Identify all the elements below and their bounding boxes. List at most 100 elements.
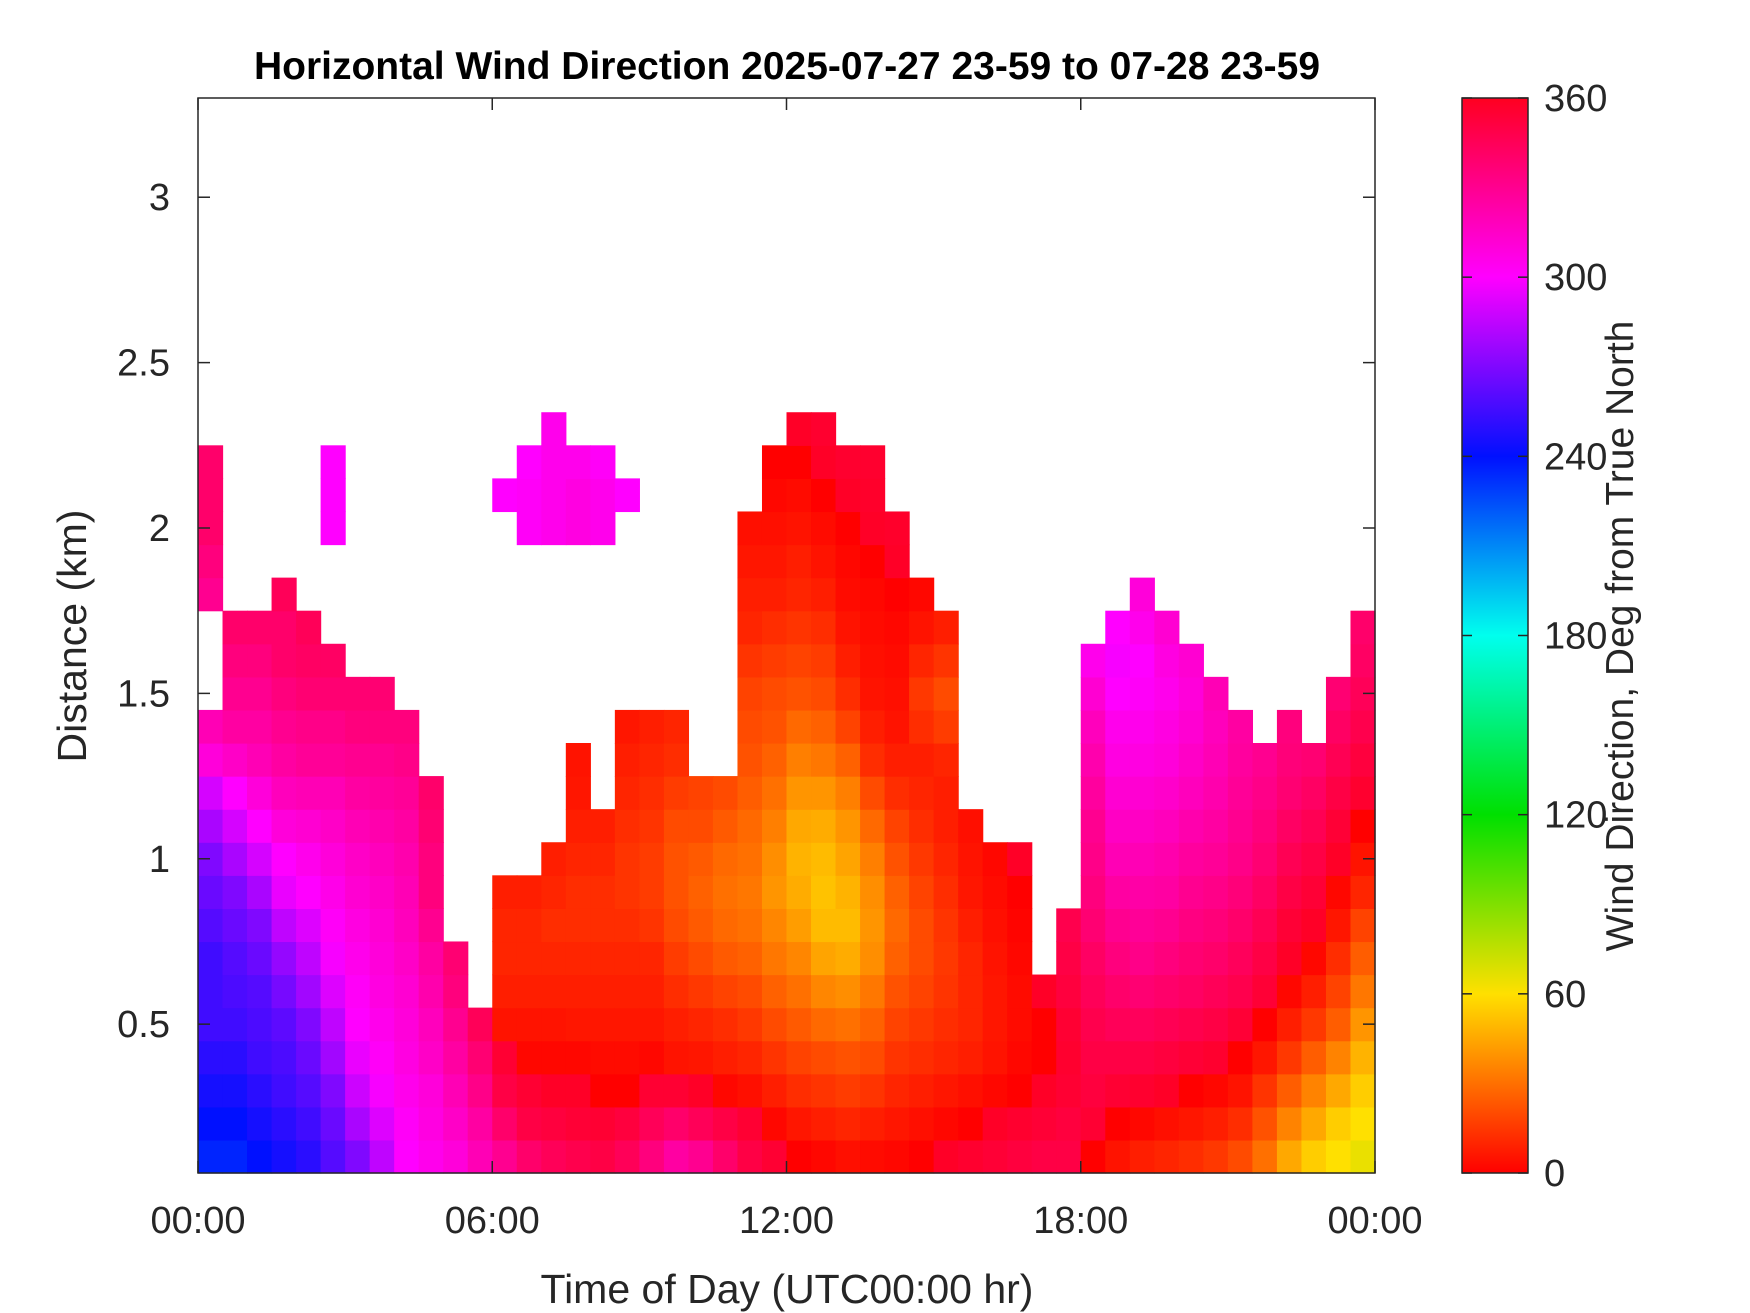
heatmap-cell (492, 1139, 518, 1174)
heatmap-cell (1154, 809, 1180, 843)
heatmap-cell (639, 776, 665, 810)
heatmap-cell (958, 842, 984, 876)
heatmap-cell (835, 478, 861, 513)
heatmap-cell (1227, 1139, 1253, 1174)
heatmap-cell (1178, 676, 1204, 711)
heatmap-cell (1350, 776, 1376, 810)
heatmap-cell (663, 1007, 690, 1042)
heatmap-cell (909, 875, 935, 909)
heatmap-cell (933, 743, 959, 777)
heatmap-cell (1301, 908, 1327, 943)
heatmap-cell (958, 1073, 984, 1108)
heatmap-cell (860, 445, 886, 479)
heatmap-cell (1227, 1106, 1253, 1141)
heatmap-cell (345, 809, 371, 843)
heatmap-cell (1325, 676, 1352, 711)
heatmap-cell (320, 875, 346, 909)
heatmap-cell (835, 1073, 861, 1108)
heatmap-cell (369, 676, 395, 711)
heatmap-cell (1276, 1040, 1303, 1075)
heatmap-cell (1080, 941, 1106, 976)
heatmap-cell (222, 709, 248, 744)
heatmap-cell (1203, 776, 1229, 810)
heatmap-cell (1276, 743, 1303, 777)
heatmap-cell (1129, 610, 1155, 645)
heatmap-cell (198, 809, 224, 843)
heatmap-cell (516, 974, 542, 1009)
heatmap-cell (1252, 1040, 1278, 1075)
heatmap-cell (1325, 1139, 1352, 1174)
heatmap-cell (369, 1139, 395, 1174)
heatmap-cell (909, 941, 935, 976)
heatmap-cell (712, 1139, 739, 1174)
heatmap-cell (369, 709, 395, 744)
heatmap-cell (835, 941, 861, 976)
heatmap-cell (884, 676, 910, 711)
heatmap-cell (1178, 1139, 1204, 1174)
heatmap-cell (639, 1007, 665, 1042)
heatmap-cell (516, 875, 542, 909)
heatmap-cell (296, 610, 322, 645)
heatmap-cell (786, 809, 812, 843)
heatmap-cell (786, 709, 812, 744)
heatmap-cell (884, 974, 910, 1009)
heatmap-cell (320, 643, 346, 678)
heatmap-cell (1129, 577, 1155, 612)
heatmap-cell (1129, 842, 1155, 876)
heatmap-cell (933, 776, 959, 810)
heatmap-cell (394, 1007, 420, 1042)
heatmap-cell (1227, 1007, 1253, 1042)
heatmap-cell (296, 842, 322, 876)
heatmap-cell (345, 1139, 371, 1174)
heatmap-cell (786, 610, 812, 645)
heatmap-cell (345, 842, 371, 876)
heatmap-cell (982, 1106, 1008, 1141)
heatmap-cell (345, 1040, 371, 1075)
heatmap-cell (1080, 1106, 1106, 1141)
heatmap-cell (933, 809, 959, 843)
heatmap-cell (1203, 743, 1229, 777)
heatmap-cell (1203, 1106, 1229, 1141)
heatmap-cell (614, 776, 640, 810)
heatmap-cell (565, 1007, 591, 1042)
heatmap-cell (639, 1040, 665, 1075)
heatmap-cell (247, 709, 273, 744)
heatmap-cell (198, 1040, 224, 1075)
heatmap-cell (761, 1073, 788, 1108)
heatmap-cell (565, 776, 591, 810)
heatmap-cell (1031, 1139, 1057, 1174)
heatmap-cell (909, 809, 935, 843)
heatmap-cell (565, 809, 591, 843)
heatmap-cell (1325, 908, 1352, 943)
heatmap-cell (958, 941, 984, 976)
heatmap-cell (1154, 676, 1180, 711)
heatmap-cell (345, 875, 371, 909)
heatmap-cell (541, 1040, 567, 1075)
heatmap-cell (614, 842, 640, 876)
heatmap-cell (663, 974, 690, 1009)
heatmap-cell (541, 1106, 567, 1141)
heatmap-cell (222, 1106, 248, 1141)
heatmap-cell (271, 610, 297, 645)
heatmap-cells (198, 412, 1376, 1174)
heatmap-cell (761, 908, 788, 943)
heatmap-cell (909, 577, 935, 612)
heatmap-cell (296, 1040, 322, 1075)
heatmap-cell (1227, 941, 1253, 976)
heatmap-cell (958, 1007, 984, 1042)
heatmap-cell (688, 809, 714, 843)
heatmap-cell (786, 643, 812, 678)
heatmap-cell (271, 709, 297, 744)
heatmap-cell (811, 544, 837, 579)
heatmap-cell (835, 445, 861, 479)
heatmap-cell (1301, 842, 1327, 876)
heatmap-cell (418, 1139, 444, 1174)
heatmap-cell (247, 1007, 273, 1042)
heatmap-cell (811, 1073, 837, 1108)
heatmap-cell (933, 1073, 959, 1108)
heatmap-cell (786, 941, 812, 976)
heatmap-cell (467, 1073, 493, 1108)
heatmap-cell (1056, 1106, 1082, 1141)
heatmap-cell (320, 1007, 346, 1042)
heatmap-cell (271, 577, 297, 612)
